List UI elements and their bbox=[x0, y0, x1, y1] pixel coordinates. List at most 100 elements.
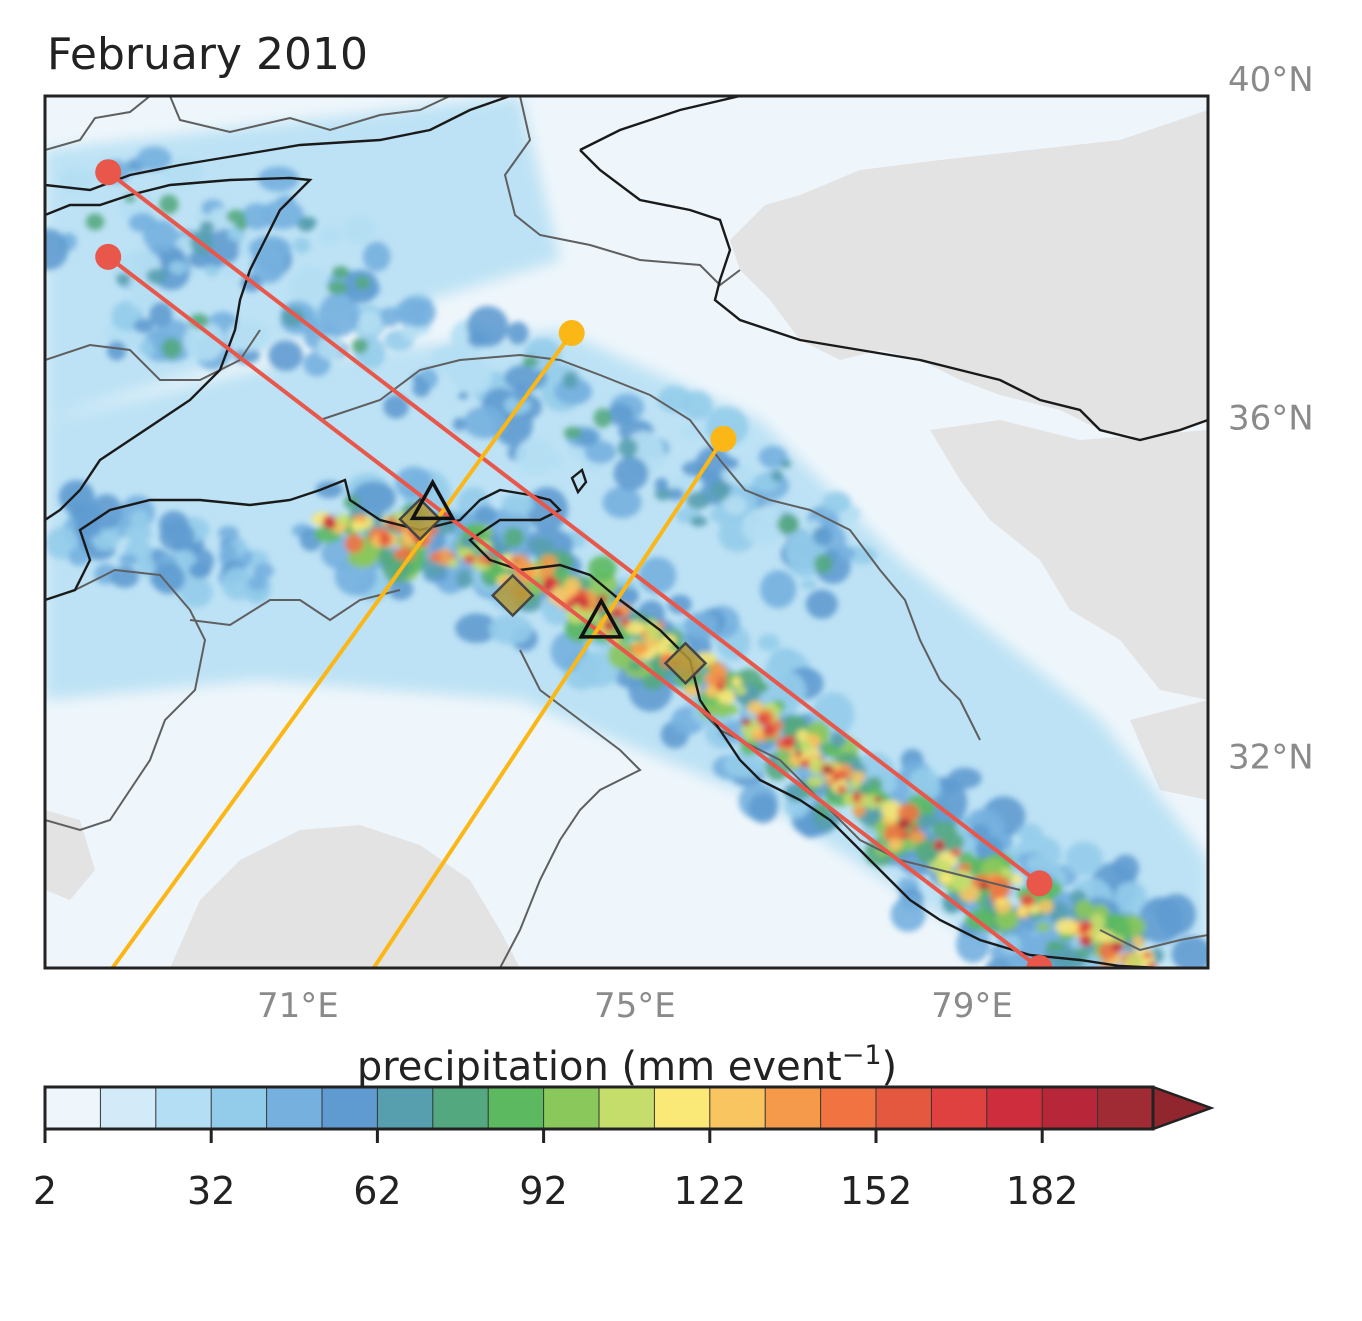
precip-cell bbox=[911, 824, 919, 833]
precip-cell bbox=[268, 340, 304, 372]
colorbar-cell bbox=[321, 1086, 379, 1130]
precip-cell bbox=[1079, 935, 1093, 947]
precip-cell bbox=[932, 821, 957, 839]
precip-cell bbox=[248, 235, 291, 262]
precip-cell bbox=[548, 586, 570, 606]
precip-cell bbox=[814, 553, 833, 574]
precip-cell bbox=[119, 553, 138, 567]
precip-cell bbox=[388, 579, 414, 600]
precip-cell bbox=[58, 480, 95, 513]
precip-cell bbox=[152, 562, 185, 595]
colorbar-cell bbox=[1097, 1086, 1154, 1130]
precip-cell bbox=[681, 424, 704, 439]
longitude-tick-label: 71°E bbox=[257, 986, 339, 1026]
colorbar-tick-label: 92 bbox=[519, 1169, 567, 1213]
precip-cell bbox=[721, 457, 739, 470]
precip-cell bbox=[68, 547, 90, 566]
precip-cell bbox=[748, 793, 778, 824]
precip-cell bbox=[515, 438, 555, 475]
precip-cell bbox=[225, 320, 270, 352]
precip-cell bbox=[781, 735, 795, 748]
precip-cell bbox=[800, 579, 817, 590]
precip-cell bbox=[837, 546, 856, 561]
no-data-regions bbox=[45, 110, 1208, 968]
precip-cell bbox=[280, 307, 305, 327]
precip-cell bbox=[351, 338, 369, 354]
latitude-tick-labels: 40°N 36°N 32°N bbox=[1228, 60, 1314, 777]
precip-cell bbox=[979, 881, 990, 891]
precip-cell bbox=[463, 554, 476, 564]
precip-cell bbox=[833, 775, 840, 782]
precip-cell bbox=[1055, 918, 1078, 935]
transect-lines bbox=[95, 159, 1053, 968]
precip-cell bbox=[1017, 906, 1028, 917]
precip-cell bbox=[1090, 980, 1123, 1016]
precip-cell bbox=[74, 519, 103, 538]
precip-cell bbox=[667, 488, 685, 501]
transect-start-point bbox=[710, 425, 737, 452]
colorbar-cell bbox=[1041, 1086, 1099, 1130]
precip-cell bbox=[509, 557, 518, 564]
border-line bbox=[45, 568, 207, 832]
precip-cell bbox=[741, 718, 752, 726]
station-triangle-marker bbox=[409, 478, 456, 521]
precip-cell bbox=[562, 371, 579, 389]
colorbar-extend-arrow bbox=[1151, 1085, 1215, 1131]
longitude-tick-label: 75°E bbox=[594, 986, 676, 1026]
precip-cell bbox=[713, 665, 728, 677]
precip-cell bbox=[452, 417, 466, 431]
precip-cell bbox=[545, 452, 563, 469]
precip-cell bbox=[344, 533, 364, 554]
precip-cell bbox=[362, 241, 391, 272]
precip-cell bbox=[588, 555, 617, 582]
border-line bbox=[45, 96, 151, 151]
transect-line-3 bbox=[110, 331, 574, 968]
precip-cell bbox=[1038, 899, 1054, 914]
precip-cell bbox=[351, 481, 396, 515]
colorbar-tick-label: 32 bbox=[187, 1169, 235, 1213]
precip-cell bbox=[378, 532, 392, 547]
precip-cell bbox=[378, 306, 401, 327]
colorbar-cells bbox=[43, 1085, 1215, 1131]
precip-cell bbox=[411, 374, 423, 383]
precip-cell bbox=[839, 771, 847, 778]
no-data-sw bbox=[45, 810, 95, 900]
precip-cell bbox=[133, 318, 155, 334]
precip-cell bbox=[412, 380, 431, 398]
precip-cell bbox=[916, 813, 939, 829]
precip-cell bbox=[607, 403, 634, 426]
precip-cell bbox=[593, 408, 612, 428]
border-line bbox=[169, 96, 451, 134]
no-data-thar bbox=[170, 825, 520, 968]
precip-cell bbox=[429, 552, 442, 562]
precip-cell bbox=[1074, 899, 1094, 920]
precip-cell bbox=[1064, 841, 1104, 876]
major-boundaries bbox=[45, 96, 1208, 968]
precip-cell bbox=[822, 491, 851, 513]
precip-cell bbox=[735, 685, 747, 696]
precip-cell bbox=[690, 516, 708, 527]
longitude-tick-label: 79°E bbox=[931, 986, 1013, 1026]
precip-cell bbox=[235, 218, 248, 231]
precip-cell bbox=[837, 785, 846, 794]
no-data-east-plateau bbox=[930, 420, 1208, 700]
precip-cell bbox=[247, 576, 267, 591]
border-line bbox=[189, 589, 401, 627]
colorbar-tick-label: 152 bbox=[840, 1169, 913, 1213]
no-data-tibet bbox=[730, 110, 1208, 440]
precip-cell bbox=[752, 725, 764, 738]
precip-cell bbox=[404, 297, 436, 328]
precip-cell bbox=[458, 391, 469, 400]
colorbar-cell bbox=[99, 1086, 157, 1130]
precip-cell bbox=[603, 621, 615, 631]
colorbar-cell bbox=[986, 1086, 1044, 1130]
precip-cell bbox=[888, 838, 903, 852]
precip-cell bbox=[289, 266, 331, 309]
precip-cell bbox=[777, 514, 800, 535]
precip-cell bbox=[813, 526, 833, 546]
transect-line-2 bbox=[106, 255, 1041, 968]
colorbar-cell bbox=[266, 1086, 324, 1130]
transect-end-point bbox=[1026, 870, 1053, 897]
transect-line-1 bbox=[106, 170, 1041, 885]
